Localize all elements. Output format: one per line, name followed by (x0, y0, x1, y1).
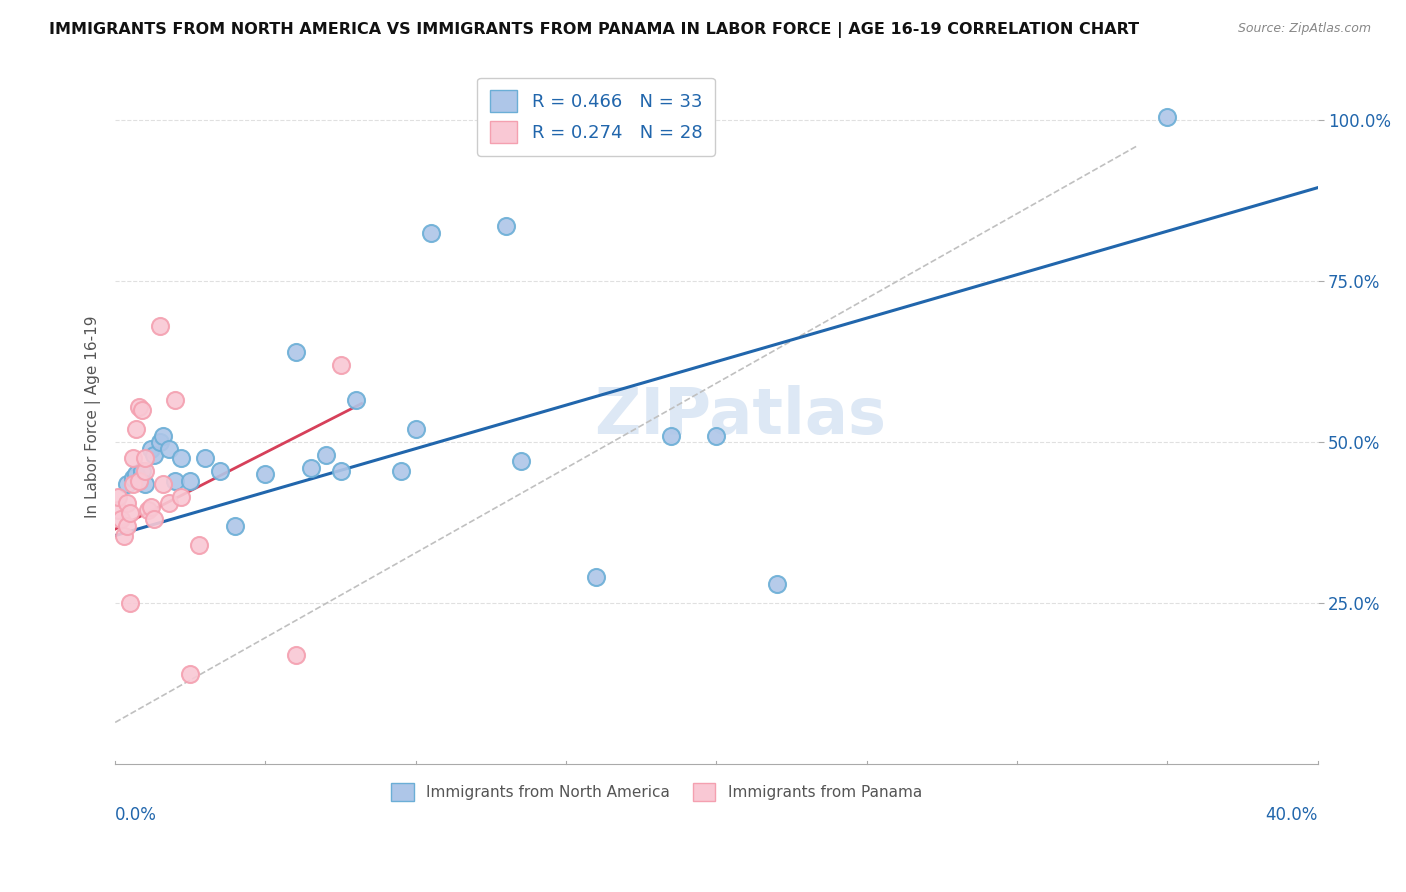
Point (765, 577, 787, 591)
Point (120, 506, 142, 520)
Point (179, 474, 201, 488)
Point (329, 358, 352, 372)
Point (495, 219, 517, 234)
Point (122, 470, 145, 484)
Point (152, 428, 174, 442)
Point (405, 422, 427, 436)
Point (284, 345, 307, 359)
Point (209, 464, 232, 478)
Point (134, 451, 156, 466)
Text: IMMIGRANTS FROM NORTH AMERICA VS IMMIGRANTS FROM PANAMA IN LABOR FORCE | AGE 16-: IMMIGRANTS FROM NORTH AMERICA VS IMMIGRA… (49, 22, 1139, 38)
Point (344, 393, 367, 408)
Point (141, 442, 163, 456)
Point (122, 477, 145, 491)
Point (112, 528, 135, 542)
Point (122, 451, 145, 466)
Point (254, 467, 277, 482)
Point (224, 519, 246, 533)
Point (706, 428, 728, 442)
Point (659, 428, 682, 442)
Point (128, 474, 150, 488)
Point (194, 451, 217, 466)
Point (419, 226, 441, 240)
Point (179, 667, 201, 681)
Point (115, 519, 138, 533)
Point (136, 503, 159, 517)
Point (510, 454, 533, 468)
Point (284, 648, 307, 662)
Point (188, 538, 211, 552)
Point (128, 400, 150, 414)
Point (115, 477, 138, 491)
Point (115, 496, 138, 510)
Point (170, 451, 193, 466)
Point (149, 435, 172, 450)
Point (120, 596, 142, 610)
Point (157, 442, 180, 456)
Point (110, 512, 132, 526)
Text: Source: ZipAtlas.com: Source: ZipAtlas.com (1237, 22, 1371, 36)
Point (107, 490, 129, 504)
Point (143, 512, 166, 526)
Point (131, 403, 153, 417)
Point (152, 477, 174, 491)
Text: ZIPatlas: ZIPatlas (595, 385, 886, 448)
Point (143, 448, 166, 462)
Point (131, 464, 153, 478)
Point (170, 490, 193, 504)
Point (134, 477, 156, 491)
Point (125, 422, 148, 436)
Point (389, 464, 412, 478)
Point (149, 319, 172, 334)
Point (315, 448, 337, 462)
Point (1156, 110, 1178, 124)
Point (165, 474, 187, 488)
Point (585, 570, 607, 584)
Point (134, 464, 156, 478)
Legend: Immigrants from North America, Immigrants from Panama: Immigrants from North America, Immigrant… (382, 775, 929, 809)
Point (299, 461, 322, 475)
Point (125, 467, 148, 482)
Point (128, 474, 150, 488)
Point (329, 464, 352, 478)
Y-axis label: In Labor Force | Age 16-19: In Labor Force | Age 16-19 (86, 315, 101, 517)
Text: 0.0%: 0.0% (115, 806, 157, 824)
Point (141, 500, 163, 514)
Text: 40.0%: 40.0% (1265, 806, 1317, 824)
Point (107, 503, 129, 517)
Point (157, 496, 180, 510)
Point (165, 393, 187, 408)
